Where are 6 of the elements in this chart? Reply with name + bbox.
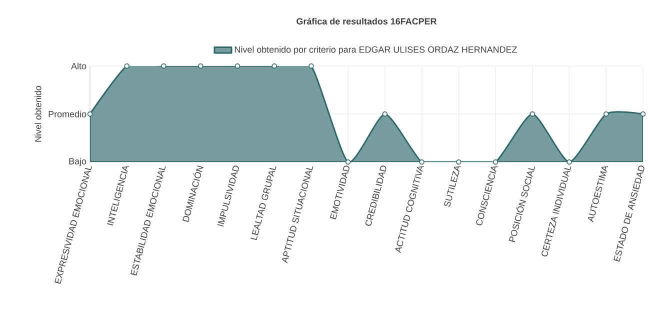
text: Alto [71,62,86,70]
legend-label: Nivel obtenido por criterio para EDGAR ULISES ORDAZ HERNANDEZ [234,46,517,54]
text: Promedio [48,110,86,118]
chart-title: Gráfica de resultados 16FACPER [296,18,437,25]
text: Bajo [69,158,86,166]
y-axis-title: Nivel obtenido [34,86,42,142]
